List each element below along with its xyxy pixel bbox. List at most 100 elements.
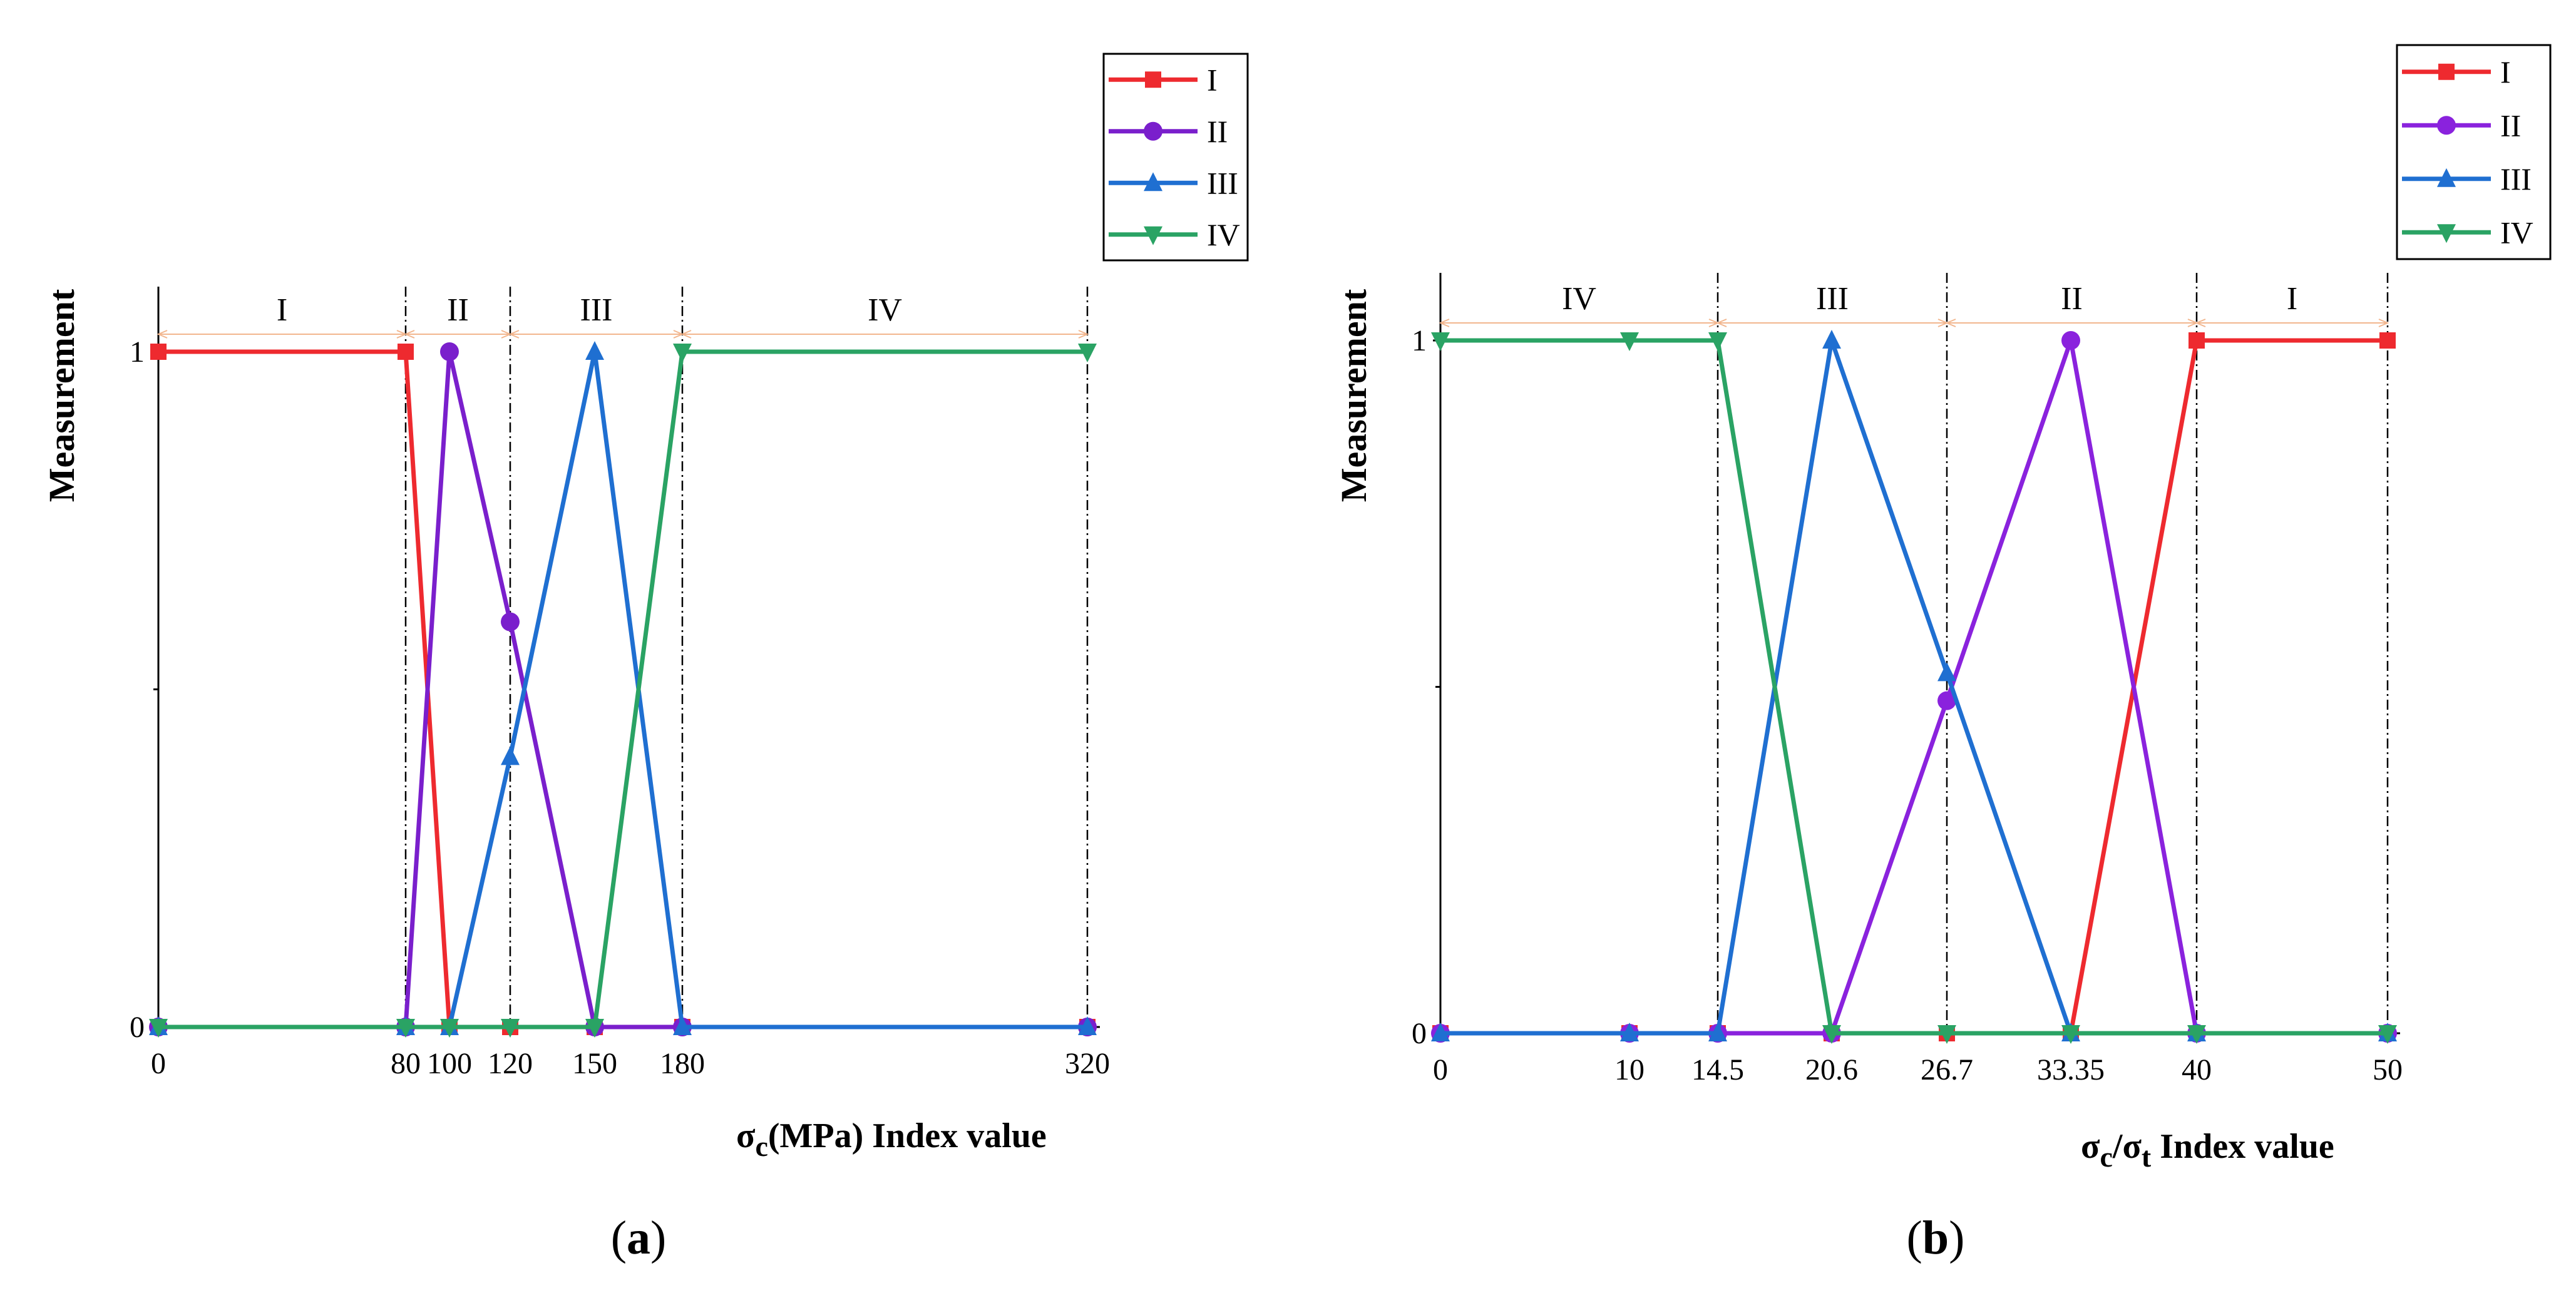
series-line-II [158, 349, 1087, 1030]
x-tick-label: 120 [488, 1047, 533, 1080]
legend-label: I [2500, 54, 2511, 89]
data-point-III [1620, 1023, 1639, 1041]
x-tick-label: 0 [151, 1047, 166, 1080]
x-tick-label: 150 [572, 1047, 617, 1080]
legend-marker-IV [1144, 226, 1162, 245]
data-point-III [1431, 1023, 1450, 1041]
grade-range-arrowhead [2195, 319, 2206, 327]
y-axis-label: Measurement [1333, 289, 1374, 502]
data-point-IV [501, 1019, 520, 1038]
panel-paren-open: ( [1907, 1212, 1922, 1264]
y-tick-label: 0 [130, 1011, 145, 1044]
data-point-IV [396, 1019, 415, 1038]
data-point-III [673, 1016, 692, 1035]
x-axis-label-xlabel_main: σ [2081, 1127, 2100, 1166]
legend-label: II [2500, 108, 2521, 143]
data-point-III [501, 746, 520, 765]
grade-range-arrowhead [1716, 319, 1727, 327]
data-point-IV [585, 1019, 604, 1038]
x-axis-label-xlabel_sub2: t [2142, 1141, 2152, 1173]
panel-paren-open: ( [611, 1212, 627, 1264]
legend-label: III [2500, 161, 2532, 197]
panel-paren-close: ) [650, 1212, 666, 1264]
panel-label: (b) [1907, 1212, 1965, 1264]
data-point-I [2379, 332, 2396, 349]
x-axis-label-xlabel_mid: /σ [2112, 1127, 2142, 1166]
grade-label: III [580, 292, 613, 328]
data-point-IV [1937, 1025, 1956, 1044]
legend-marker-III [1144, 172, 1162, 192]
grade-label: I [277, 292, 287, 328]
data-point-IV [1708, 332, 1727, 351]
x-tick-label: 180 [660, 1047, 705, 1080]
x-tick-label: 33.35 [2037, 1053, 2105, 1086]
data-point-III [1822, 330, 1841, 349]
series-line-III [158, 349, 1087, 1030]
x-tick-label: 80 [391, 1047, 421, 1080]
data-point-IV [2378, 1025, 2397, 1044]
data-point-IV [1620, 332, 1639, 351]
series-line-I [1440, 338, 2388, 1036]
grade-range-arrowhead [2378, 319, 2389, 327]
y-axis-label: Measurement [41, 289, 82, 502]
x-tick-label: 320 [1065, 1047, 1110, 1080]
data-point-II [2061, 331, 2080, 350]
panel-letter: b [1922, 1212, 1949, 1264]
data-point-I [2189, 332, 2205, 349]
legend-box [2396, 44, 2552, 260]
grade-label: IV [868, 292, 902, 328]
grade-range-arrowhead [404, 330, 415, 339]
series-line-III [1440, 338, 2388, 1036]
data-point-I [398, 344, 414, 360]
data-point-II [501, 612, 520, 631]
y-tick-label: 0 [1412, 1017, 1427, 1050]
legend-label: III [1207, 165, 1238, 200]
x-axis-label-xlabel_sub: c [755, 1130, 767, 1162]
grade-range-arrowhead [157, 330, 168, 339]
grade-label: IV [1562, 281, 1596, 317]
x-tick-label: 0 [1433, 1053, 1448, 1086]
data-point-III [1937, 662, 1956, 682]
data-point-IV [1822, 1025, 1841, 1044]
x-axis-label-xlabel_rest: (MPa) Index value [768, 1116, 1047, 1155]
legend-marker-I [2438, 63, 2455, 80]
grade-label: II [447, 292, 469, 328]
data-point-IV [2061, 1025, 2080, 1044]
legend-marker-II [2437, 116, 2456, 135]
y-tick-label: 1 [1412, 324, 1427, 357]
x-axis-label: σc(MPa) Index value [736, 1116, 1047, 1162]
x-axis-label-xlabel_main: σ [736, 1116, 756, 1155]
data-point-IV [1078, 344, 1097, 362]
series-line-I [158, 349, 1087, 1030]
data-point-III [1708, 1023, 1727, 1041]
x-tick-label: 40 [2182, 1053, 2212, 1086]
x-tick-label: 10 [1614, 1053, 1645, 1086]
data-point-IV [149, 1019, 168, 1038]
x-axis-label-xlabel_rest: Index value [2151, 1127, 2334, 1166]
x-tick-label: 100 [427, 1047, 472, 1080]
grade-range-arrowhead [1439, 319, 1450, 327]
data-point-III [585, 341, 604, 360]
x-tick-label: 20.6 [1805, 1053, 1858, 1086]
data-point-II [440, 342, 459, 361]
grade-label: III [1816, 281, 1849, 317]
legend-label: IV [2500, 215, 2533, 250]
y-tick-label: 1 [130, 335, 145, 369]
data-point-IV [440, 1019, 459, 1038]
grade-range-arrowhead [508, 330, 520, 339]
legend-marker-III [2437, 168, 2456, 187]
data-point-IV [1431, 332, 1450, 351]
legend-label: IV [1207, 217, 1240, 252]
grade-label: II [2061, 281, 2083, 317]
grade-range-arrowhead [680, 330, 692, 339]
x-tick-label: 14.5 [1691, 1053, 1744, 1086]
legend-label: I [1207, 62, 1218, 97]
data-point-III [1078, 1016, 1097, 1035]
data-point-I [150, 344, 167, 360]
series-line-IV [158, 349, 1087, 1030]
